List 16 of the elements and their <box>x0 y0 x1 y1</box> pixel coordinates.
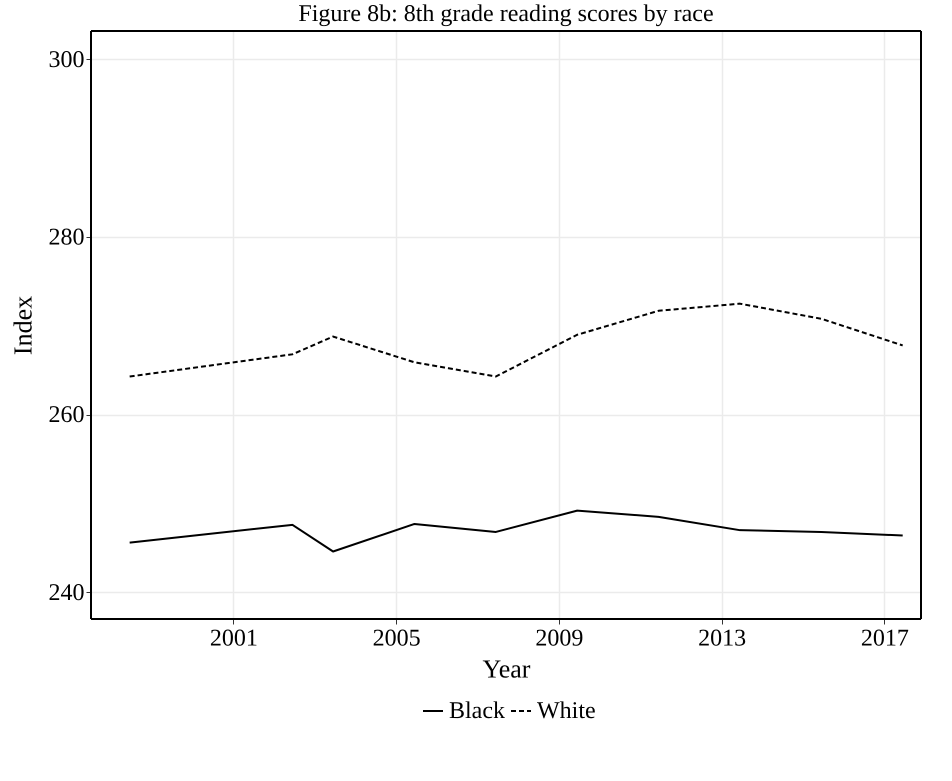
x-axis-title: Year <box>482 654 531 684</box>
x-tick-label: 2001 <box>210 626 258 652</box>
x-tick-label: 2009 <box>535 626 584 652</box>
x-tick-label: 2017 <box>860 626 909 652</box>
chart-title: Figure 8b: 8th grade reading scores by race <box>298 1 714 27</box>
legend-label: Black <box>449 698 505 724</box>
line-series <box>128 302 904 378</box>
legend-label: White <box>537 698 596 724</box>
line-series <box>128 510 904 552</box>
y-tick-label: 240 <box>48 580 84 606</box>
x-tick-label: 2013 <box>698 626 746 652</box>
y-axis-title: Index <box>8 296 38 356</box>
y-tick-label: 280 <box>48 224 84 251</box>
x-tick-label: 2005 <box>372 626 421 652</box>
y-tick-label: 260 <box>48 402 84 428</box>
y-tick-label: 300 <box>48 46 84 73</box>
